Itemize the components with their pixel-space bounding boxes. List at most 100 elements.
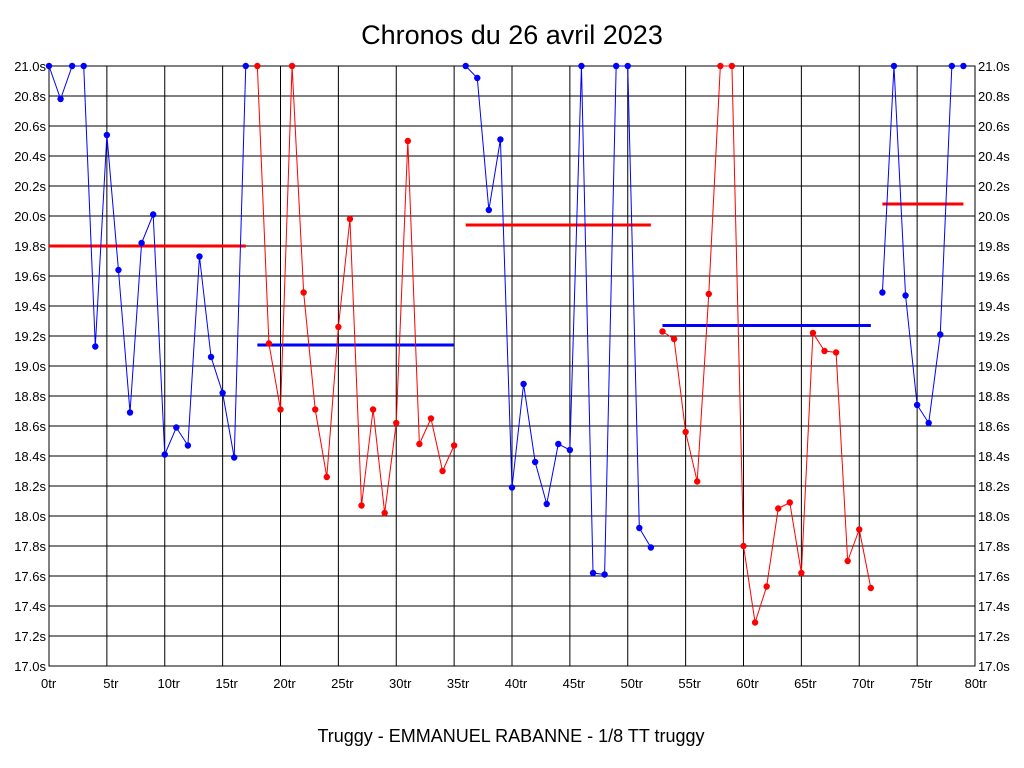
y-tick-label: 20.0s xyxy=(14,209,46,224)
data-point xyxy=(786,499,793,506)
data-point xyxy=(612,62,620,70)
data-point xyxy=(497,136,504,143)
data-point xyxy=(682,428,689,436)
data-point xyxy=(844,557,851,565)
y-tick-label-right: 20.2s xyxy=(978,179,1010,194)
data-point xyxy=(566,446,574,454)
data-point xyxy=(207,353,215,361)
data-point xyxy=(427,415,435,422)
data-point xyxy=(751,619,759,626)
x-tick-label: 70tr xyxy=(852,676,875,691)
data-point xyxy=(879,289,886,296)
data-point xyxy=(300,289,307,296)
y-tick-label: 19.0s xyxy=(14,359,46,374)
data-point xyxy=(809,329,817,337)
y-tick-label: 17.2s xyxy=(14,629,46,644)
plot-frame xyxy=(48,65,976,667)
data-point xyxy=(960,62,967,70)
x-tick-label: 65tr xyxy=(794,676,817,691)
data-point xyxy=(404,137,412,145)
x-tick-label: 75tr xyxy=(910,676,933,691)
y-tick-label: 17.4s xyxy=(14,599,46,614)
data-point xyxy=(450,442,458,449)
data-point xyxy=(694,478,701,485)
y-tick-label-right: 19.2s xyxy=(978,329,1010,344)
x-tick-label: 30tr xyxy=(389,676,412,691)
data-point xyxy=(670,335,678,343)
data-point xyxy=(948,62,956,70)
data-point xyxy=(312,406,319,413)
data-point xyxy=(728,62,736,70)
x-tick-label: 45tr xyxy=(563,676,586,691)
y-tick-label-right: 17.4s xyxy=(978,599,1010,614)
data-point xyxy=(393,419,400,427)
data-point xyxy=(103,131,111,139)
x-tick-label: 0tr xyxy=(41,676,57,691)
data-point xyxy=(601,571,608,578)
y-tick-label: 18.8s xyxy=(14,389,46,404)
data-point xyxy=(184,442,192,449)
data-point xyxy=(462,62,469,70)
data-point xyxy=(254,62,261,70)
data-point xyxy=(717,62,724,70)
x-tick-label: 55tr xyxy=(678,676,701,691)
data-point xyxy=(890,62,898,70)
data-point xyxy=(416,440,423,448)
data-point xyxy=(161,451,168,458)
x-axis: 0tr 5tr 10tr 15tr 20tr 25tr 30tr 35tr 40tr 45tr 50… xyxy=(41,676,988,691)
x-tick-label: 15tr xyxy=(215,676,238,691)
data-point xyxy=(369,406,377,413)
y-tick-label-right: 17.0s xyxy=(978,659,1010,674)
data-point xyxy=(925,419,932,427)
chart-title: Chronos du 26 avril 2023 xyxy=(361,20,663,50)
y-axis-right: 17.0s 17.2s 17.4s 17.6s 17.8s 18.0s 18.2s 18.4s… xyxy=(978,59,1010,674)
y-tick-label-right: 18.4s xyxy=(978,449,1010,464)
series-line xyxy=(256,65,455,514)
y-tick-label-right: 19.4s xyxy=(978,299,1010,314)
y-tick-label-right: 21.0s xyxy=(978,59,1010,74)
y-tick-label-right: 17.8s xyxy=(978,539,1010,554)
data-point xyxy=(659,328,666,335)
data-point xyxy=(913,401,921,409)
data-point xyxy=(126,409,134,416)
data-point xyxy=(335,323,342,331)
y-tick-label-right: 17.6s xyxy=(978,569,1010,584)
y-tick-label-right: 20.0s xyxy=(978,209,1010,224)
data-point xyxy=(543,500,550,508)
y-tick-label-right: 18.2s xyxy=(978,479,1010,494)
data-point xyxy=(57,95,64,103)
data-point xyxy=(589,569,597,577)
y-tick-label-right: 19.0s xyxy=(978,359,1010,374)
x-tick-label: 40tr xyxy=(505,676,528,691)
y-tick-label-right: 18.8s xyxy=(978,389,1010,404)
y-tick-label-right: 20.8s xyxy=(978,89,1010,104)
data-point xyxy=(45,62,53,70)
y-tick-label: 20.8s xyxy=(14,89,46,104)
data-point xyxy=(520,380,527,388)
data-point xyxy=(705,290,712,298)
y-tick-label-right: 19.6s xyxy=(978,269,1010,284)
data-point xyxy=(867,584,875,592)
data-point xyxy=(763,583,770,590)
data-point xyxy=(856,526,863,533)
data-point xyxy=(775,505,782,512)
data-point xyxy=(381,509,388,517)
data-point xyxy=(138,239,145,247)
data-point xyxy=(149,211,157,218)
data-point xyxy=(323,473,330,481)
y-tick-label: 21.0s xyxy=(14,59,46,74)
data-point xyxy=(474,74,481,82)
x-tick-label: 20tr xyxy=(273,676,296,691)
average-lines xyxy=(49,202,964,347)
data-point xyxy=(624,62,631,70)
data-point xyxy=(555,440,562,448)
data-point xyxy=(798,569,805,577)
y-tick-label: 17.8s xyxy=(14,539,46,554)
chart-footer: Truggy - EMMANUEL RABANNE - 1/8 TT trugg… xyxy=(317,726,704,746)
y-tick-label: 17.0s xyxy=(14,659,46,674)
y-tick-label-right: 19.8s xyxy=(978,239,1010,254)
data-point xyxy=(832,349,840,356)
data-point xyxy=(636,524,643,532)
data-point xyxy=(92,343,99,350)
